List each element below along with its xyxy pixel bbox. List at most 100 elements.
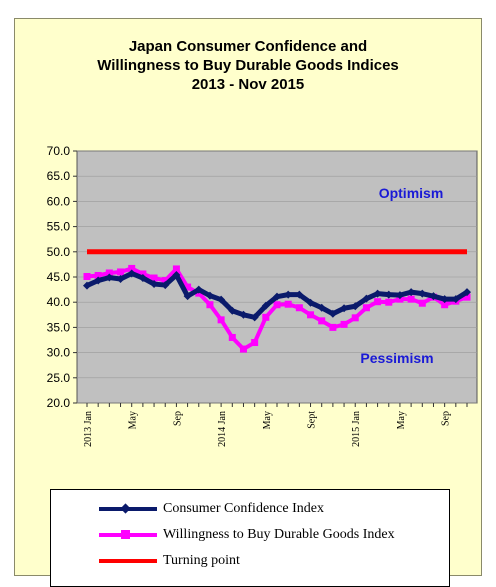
legend-label: Consumer Confidence Index (163, 501, 324, 516)
data-point (396, 295, 404, 303)
data-point (83, 281, 91, 290)
data-point (340, 320, 348, 328)
legend-marker (121, 530, 130, 539)
data-point (340, 304, 349, 313)
x-tick-label: Sep (441, 411, 452, 426)
data-point (463, 293, 471, 301)
data-point (273, 301, 281, 309)
y-tick-label: 25.0 (47, 371, 71, 385)
x-tick-label: 2015 Jan (351, 411, 362, 447)
x-tick-label: 2014 Jan (217, 411, 228, 447)
y-tick-label: 60.0 (47, 194, 71, 208)
data-point (172, 270, 181, 279)
legend-marker (120, 503, 131, 514)
data-point (395, 291, 404, 300)
y-tick-label: 40.0 (47, 295, 71, 309)
legend-swatch-turning-point (99, 559, 157, 563)
legend: Consumer Confidence Index Willingness to… (50, 489, 450, 587)
legend-label: Turning point (163, 553, 240, 568)
data-point (385, 298, 393, 306)
data-point (139, 270, 147, 278)
legend-label: Willingness to Buy Durable Goods Index (163, 527, 395, 542)
data-point (205, 291, 214, 300)
data-point (295, 304, 303, 312)
data-point (429, 292, 438, 301)
legend-item-durable-goods: Willingness to Buy Durable Goods Index (51, 522, 449, 548)
data-point (362, 304, 370, 312)
data-point (284, 300, 292, 308)
data-point (306, 298, 315, 307)
data-point (239, 310, 248, 319)
data-point (261, 301, 270, 310)
data-point (407, 295, 415, 303)
data-point (138, 274, 147, 283)
x-tick-label: Sept (307, 411, 318, 429)
data-point (183, 292, 192, 301)
data-point (217, 295, 226, 304)
data-point (362, 294, 371, 303)
data-point (150, 280, 159, 289)
chart-frame: Japan Consumer Confidence and Willingnes… (14, 18, 482, 587)
y-tick-label: 70.0 (47, 144, 71, 158)
x-tick-label: May (128, 411, 139, 429)
data-point (318, 317, 326, 325)
data-point (295, 290, 304, 299)
data-point (273, 292, 281, 301)
chart-title-line-3: 2013 - Nov 2015 (191, 76, 305, 93)
data-point (117, 268, 125, 276)
data-point (250, 313, 259, 322)
annotation-pessimism: Pessimism (360, 350, 433, 366)
data-point (228, 306, 237, 315)
data-point (317, 303, 326, 312)
series-layer (83, 249, 471, 353)
y-tick-label: 50.0 (47, 245, 71, 259)
chart-plot: 70.0 65.0 60.0 55.0 50.0 45.0 40.0 35.0 30.0 25.0… (47, 144, 478, 447)
y-tick-label: 65.0 (47, 169, 71, 183)
data-point (418, 299, 426, 307)
data-point (284, 290, 293, 299)
legend-item-consumer-confidence: Consumer Confidence Index (51, 496, 449, 522)
data-point (384, 290, 393, 299)
data-point (206, 301, 214, 309)
data-point (440, 295, 449, 304)
data-point (116, 275, 125, 284)
y-tick-label: 20.0 (47, 396, 71, 410)
data-point (128, 264, 136, 272)
data-point (228, 333, 236, 341)
data-point (161, 281, 170, 290)
x-tick-label: Sep (172, 411, 183, 426)
y-tick-label: 35.0 (47, 320, 71, 334)
data-point (351, 302, 360, 311)
data-point (150, 274, 158, 282)
x-axis: 2013 Jan May Sep 2014 Jan May Sept 2015 Jan May… (83, 403, 468, 447)
data-point (441, 301, 449, 309)
x-tick-label: May (262, 411, 273, 429)
data-point (418, 289, 427, 298)
y-tick-label: 55.0 (47, 220, 71, 234)
data-point (307, 311, 315, 319)
data-point (463, 288, 471, 297)
data-point (351, 314, 359, 322)
data-point (262, 313, 270, 321)
data-point (217, 316, 225, 324)
chart-title: Japan Consumer Confidence and Willingnes… (15, 37, 481, 94)
data-point (105, 273, 114, 282)
x-tick-label: 2013 Jan (83, 411, 94, 447)
data-point (329, 323, 337, 331)
data-point (94, 276, 103, 285)
data-point (451, 295, 460, 304)
data-point (194, 285, 203, 294)
data-point (407, 288, 416, 297)
data-point (172, 265, 180, 273)
data-point (374, 298, 382, 306)
y-axis: 70.0 65.0 60.0 55.0 50.0 45.0 40.0 35.0 30.0 25.0… (47, 144, 77, 410)
data-point (251, 339, 259, 347)
data-point (94, 271, 102, 279)
data-point (328, 309, 337, 318)
data-point (239, 345, 247, 353)
data-point (184, 283, 192, 291)
legend-item-turning-point: Turning point (51, 548, 449, 574)
data-point (161, 277, 169, 285)
data-point (105, 269, 113, 277)
x-tick-label: May (396, 411, 407, 429)
